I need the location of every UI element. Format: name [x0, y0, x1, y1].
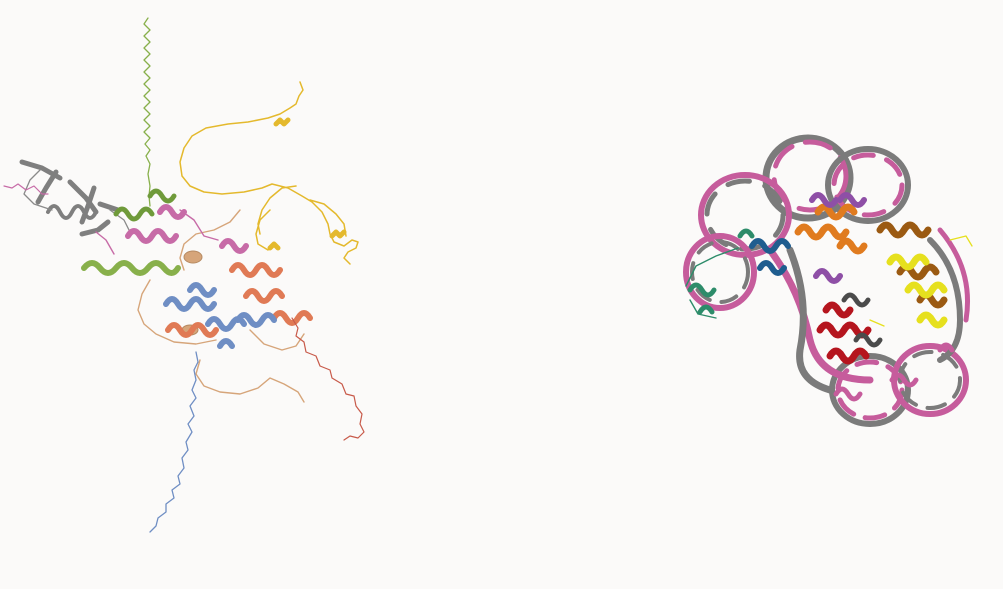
red-disordered-tail — [291, 317, 365, 441]
green-helix-short — [113, 188, 177, 222]
left-protein-structure[interactable] — [3, 17, 365, 533]
yellow-loop-region — [179, 81, 359, 265]
green-helix-long — [81, 260, 181, 276]
dna-superhelix — [683, 134, 971, 427]
right-nucleosome-structure[interactable] — [683, 134, 973, 427]
grey-beta-sheet — [19, 159, 121, 237]
yellow-helix-small — [267, 117, 347, 251]
orange-helix-cluster — [165, 262, 313, 338]
tan-sheet-blob — [183, 250, 203, 264]
blue-disordered-tail — [149, 351, 199, 533]
green-disordered-tail — [143, 17, 151, 207]
magenta-loop — [95, 209, 219, 255]
pink-tail-left — [3, 183, 49, 195]
blue-helix-cluster — [163, 282, 277, 349]
tan-loop-region — [137, 209, 305, 403]
grey-helix — [46, 204, 98, 220]
magenta-helix — [125, 204, 249, 254]
histone-core — [685, 192, 973, 402]
